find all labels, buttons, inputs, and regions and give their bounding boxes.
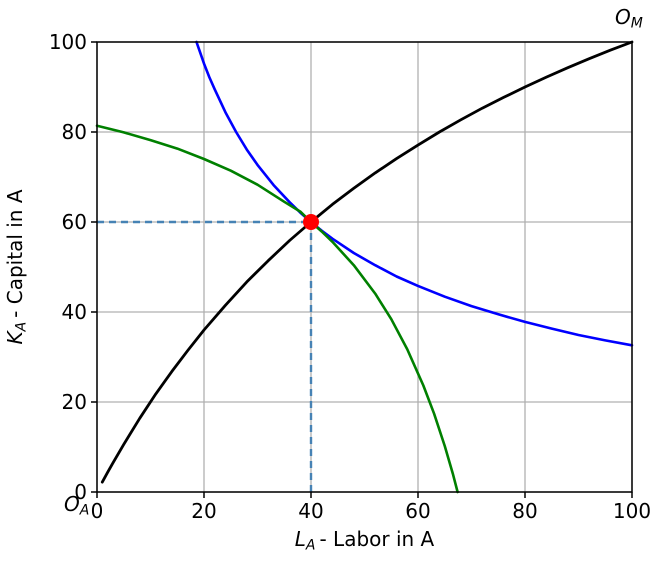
x-tick-label: 100	[612, 499, 652, 523]
contract-curve-line	[100, 40, 634, 484]
x-tick-label: 0	[90, 499, 104, 523]
y-tick-label: 80	[61, 120, 87, 144]
axes-border	[96, 41, 633, 493]
y-tick-label: 60	[61, 210, 87, 234]
y-axis-label: KA - Capital in A	[3, 189, 30, 344]
x-axis-label-text: - Labor in A	[319, 527, 435, 551]
y-tick-label: 40	[61, 300, 87, 324]
y-tick-label: 100	[48, 30, 87, 54]
y-axis-label-symbol: K	[2, 331, 27, 345]
x-tick-label: 60	[405, 499, 431, 523]
x-tick-label: 80	[512, 499, 538, 523]
equilibrium-point	[303, 214, 319, 230]
y-axis-label-subscript: A	[13, 321, 30, 332]
x-axis-label-symbol: L	[294, 527, 306, 551]
x-axis-label-subscript: A	[305, 537, 316, 554]
origin-a-label: OA	[64, 492, 90, 519]
x-axis-label: LA - Labor in A	[97, 527, 632, 554]
origin-m-label: OM	[615, 5, 643, 32]
y-tick-label: 0	[74, 480, 87, 504]
x-tick-label: 40	[298, 499, 324, 523]
y-tick-label: 20	[61, 390, 87, 414]
x-tick-label: 20	[191, 499, 217, 523]
isoquant-a-line	[195, 40, 634, 347]
isoquant-m-line	[95, 124, 459, 494]
y-axis-label-text: - Capital in A	[2, 189, 27, 318]
